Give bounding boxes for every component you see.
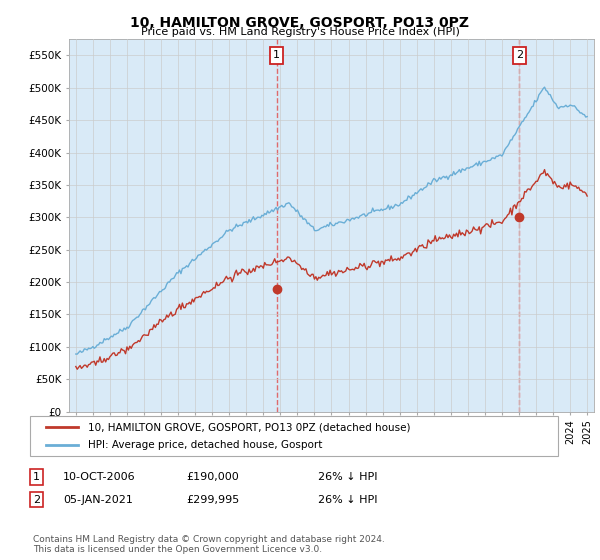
FancyBboxPatch shape	[30, 416, 558, 456]
Text: 1: 1	[273, 50, 280, 60]
Text: 1: 1	[33, 472, 40, 482]
Text: 2: 2	[33, 494, 40, 505]
Text: 26% ↓ HPI: 26% ↓ HPI	[318, 494, 377, 505]
Text: Price paid vs. HM Land Registry's House Price Index (HPI): Price paid vs. HM Land Registry's House …	[140, 27, 460, 37]
Text: 2: 2	[516, 50, 523, 60]
Text: 10, HAMILTON GROVE, GOSPORT, PO13 0PZ (detached house): 10, HAMILTON GROVE, GOSPORT, PO13 0PZ (d…	[88, 422, 410, 432]
Text: 05-JAN-2021: 05-JAN-2021	[63, 494, 133, 505]
Text: HPI: Average price, detached house, Gosport: HPI: Average price, detached house, Gosp…	[88, 440, 322, 450]
Text: £190,000: £190,000	[186, 472, 239, 482]
Text: 26% ↓ HPI: 26% ↓ HPI	[318, 472, 377, 482]
Text: 10, HAMILTON GROVE, GOSPORT, PO13 0PZ: 10, HAMILTON GROVE, GOSPORT, PO13 0PZ	[131, 16, 470, 30]
Text: Contains HM Land Registry data © Crown copyright and database right 2024.
This d: Contains HM Land Registry data © Crown c…	[33, 535, 385, 554]
Text: 10-OCT-2006: 10-OCT-2006	[63, 472, 136, 482]
Text: £299,995: £299,995	[186, 494, 239, 505]
